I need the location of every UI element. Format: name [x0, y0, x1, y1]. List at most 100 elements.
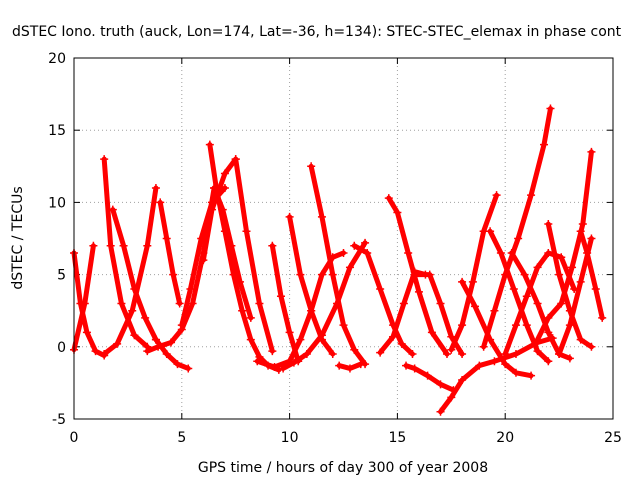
data-point: [117, 299, 126, 308]
data-point: [246, 313, 255, 322]
data-point: [425, 270, 434, 279]
data-point: [339, 248, 348, 257]
data-point: [376, 348, 385, 357]
trace-23: [402, 361, 458, 395]
data-point: [162, 234, 171, 243]
data-point: [527, 371, 536, 380]
data-point: [533, 299, 542, 308]
trace-line: [269, 243, 301, 364]
y-tick-label: 10: [48, 195, 66, 211]
data-point: [227, 241, 236, 250]
data-point: [533, 263, 542, 272]
trace-3: [100, 155, 152, 351]
data-point: [175, 299, 184, 308]
data-point: [576, 227, 585, 236]
data-point: [339, 321, 348, 330]
data-traces: [70, 104, 607, 416]
data-point: [350, 345, 359, 354]
data-point: [143, 241, 152, 250]
trace-line: [556, 236, 594, 357]
data-point: [80, 299, 89, 308]
data-point: [143, 347, 152, 356]
trace-line: [351, 243, 415, 357]
data-point: [427, 328, 436, 337]
data-point: [333, 299, 342, 308]
trace-8: [156, 198, 184, 308]
trace-19: [335, 360, 365, 373]
data-point: [468, 277, 477, 286]
data-point: [546, 104, 555, 113]
trace-13: [231, 155, 277, 356]
data-point: [218, 205, 227, 214]
data-point: [458, 321, 467, 330]
data-point: [447, 345, 456, 354]
data-point: [307, 162, 316, 171]
data-point: [501, 360, 510, 369]
data-point: [458, 350, 467, 359]
data-point: [496, 248, 505, 257]
data-point: [399, 299, 408, 308]
data-point: [587, 147, 596, 156]
x-tick-label: 0: [70, 430, 79, 446]
data-point: [511, 350, 520, 359]
data-point: [296, 335, 305, 344]
data-point: [490, 306, 499, 315]
data-point: [317, 270, 326, 279]
data-point: [302, 350, 311, 359]
y-tick-label: 0: [57, 340, 66, 356]
data-point: [151, 183, 160, 192]
data-point: [410, 270, 419, 279]
data-point: [410, 364, 419, 373]
data-point: [522, 292, 531, 301]
data-point: [335, 361, 344, 370]
trace-34: [555, 234, 596, 359]
trace-35: [576, 227, 607, 322]
data-point: [220, 169, 229, 178]
data-point: [108, 205, 117, 214]
data-point: [565, 321, 574, 330]
data-point: [356, 360, 365, 369]
trace-line: [233, 156, 275, 354]
data-point: [447, 393, 456, 402]
y-axis-label: dSTEC / TECUs: [10, 186, 26, 289]
data-point: [458, 277, 467, 286]
data-point: [270, 363, 279, 372]
data-point: [238, 306, 247, 315]
data-point: [384, 194, 393, 203]
chart-title: dSTEC Iono. truth (auck, Lon=174, Lat=-3…: [12, 24, 622, 40]
data-point: [184, 364, 193, 373]
data-point: [236, 277, 245, 286]
x-axis-label: GPS time / hours of day 300 of year 2008: [198, 460, 488, 476]
data-point: [151, 335, 160, 344]
data-point: [514, 234, 523, 243]
trace-27: [458, 277, 536, 380]
data-point: [598, 313, 607, 322]
data-point: [479, 342, 488, 351]
data-point: [414, 287, 423, 296]
data-point: [119, 241, 128, 250]
data-point: [544, 328, 553, 337]
trace-26: [447, 191, 501, 354]
data-point: [540, 140, 549, 149]
data-point: [436, 380, 445, 389]
data-point: [423, 371, 432, 380]
data-point: [89, 241, 98, 250]
data-point: [568, 263, 577, 272]
trace-4: [100, 183, 160, 359]
data-point: [447, 332, 456, 341]
trace-10: [210, 183, 255, 322]
data-point: [544, 220, 553, 229]
data-point: [100, 350, 109, 359]
trace-12: [177, 183, 229, 330]
y-tick-label: 15: [48, 123, 66, 139]
data-point: [268, 241, 277, 250]
data-point: [141, 313, 150, 322]
x-tick-label: 15: [388, 430, 406, 446]
trace-16: [285, 212, 337, 359]
y-tick-label: -5: [52, 412, 66, 428]
data-point: [246, 335, 255, 344]
trace-18: [279, 238, 370, 373]
data-point: [557, 299, 566, 308]
data-point: [255, 299, 264, 308]
